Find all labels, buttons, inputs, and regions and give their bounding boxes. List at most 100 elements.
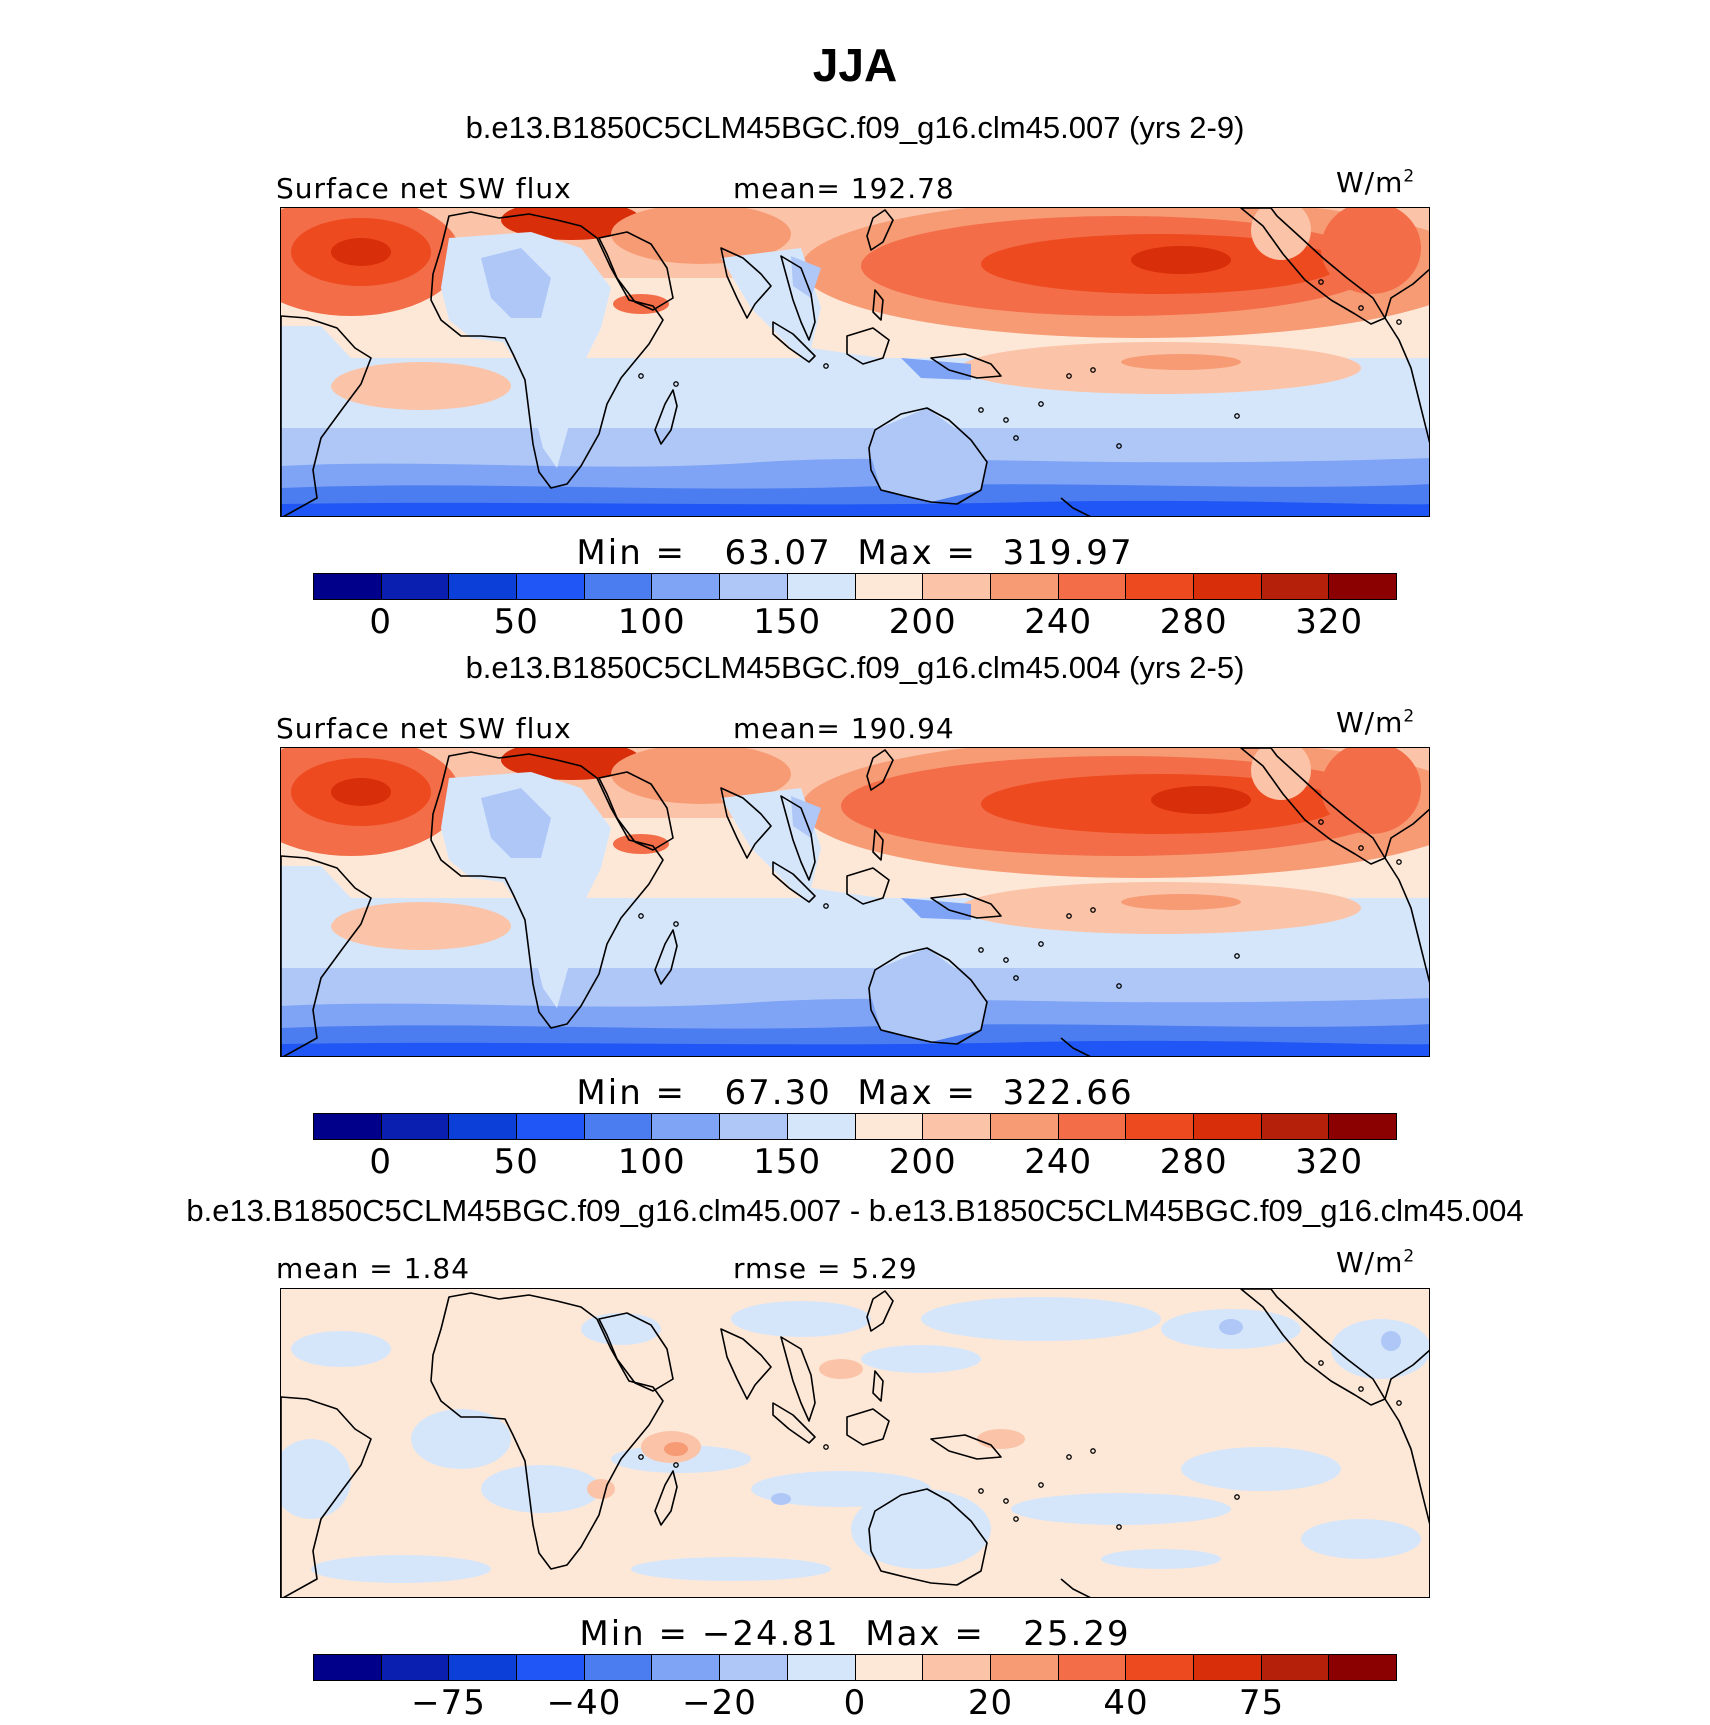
colorbar-swatch — [990, 1114, 1059, 1139]
field-contour — [819, 1359, 863, 1379]
field-label-top: Surface net SW flux — [276, 172, 572, 205]
field-contour — [1121, 894, 1241, 910]
colorbar-swatch — [517, 1655, 585, 1680]
field-contour — [1321, 748, 1421, 834]
field-contour — [281, 500, 1429, 516]
colorbar-swatch — [1193, 1655, 1262, 1680]
colorbar-swatch — [1058, 1655, 1127, 1680]
field-contour — [721, 788, 981, 928]
colorbar-tick-label: −75 — [411, 1683, 486, 1723]
coastline — [930, 893, 1002, 919]
field-label-middle: Surface net SW flux — [276, 712, 572, 745]
colorbar-swatch — [855, 574, 924, 599]
colorbar-tick-label: 0 — [369, 1142, 393, 1182]
colorbar-swatch — [720, 574, 788, 599]
colorbar-swatch — [1058, 1114, 1127, 1139]
colorbar-swatch — [449, 1114, 518, 1139]
coastline — [1060, 1578, 1091, 1597]
island-outline — [823, 363, 829, 369]
island-outline — [1038, 401, 1044, 407]
island-outline — [1116, 983, 1122, 989]
coastlines — [281, 748, 1429, 1056]
coastline — [654, 1470, 678, 1526]
coastline — [930, 353, 1002, 379]
island-outline — [1090, 367, 1096, 373]
colorbar-swatch — [1329, 574, 1396, 599]
coastline — [598, 771, 674, 851]
field-contour — [1331, 1319, 1429, 1379]
coastline — [281, 1396, 372, 1597]
field-contour — [481, 788, 551, 858]
map-panel-bottom — [280, 1288, 1430, 1598]
colorbar-swatch — [990, 1655, 1059, 1680]
coastline — [866, 749, 894, 791]
field-contour — [664, 1442, 688, 1456]
coastline — [868, 1488, 988, 1586]
field-contour — [901, 358, 971, 380]
units-label-bottom: W/m2 — [1336, 1246, 1416, 1279]
island-outline — [823, 1444, 829, 1450]
coastline — [1384, 808, 1429, 984]
colorbar-bottom — [313, 1654, 1397, 1681]
field-contour — [587, 1479, 615, 1499]
island-outline — [1358, 1386, 1364, 1392]
coastline — [846, 327, 890, 365]
island-outline — [1003, 957, 1009, 963]
colorbar-swatch — [314, 574, 382, 599]
coastline — [1384, 1349, 1429, 1525]
island-outline — [638, 913, 644, 919]
field-contour — [611, 208, 791, 264]
coastline — [281, 315, 372, 516]
coastline — [780, 255, 816, 341]
colorbar-swatch — [923, 574, 991, 599]
field-contour — [1381, 1331, 1401, 1351]
colorbar-swatch — [720, 1114, 788, 1139]
coastline — [430, 1292, 664, 1570]
colorbar-swatch — [787, 1114, 856, 1139]
coastline — [720, 787, 772, 859]
island-outline — [823, 903, 829, 909]
coastline — [430, 751, 664, 1029]
coastlines — [281, 208, 1429, 516]
island-outline — [1066, 373, 1072, 379]
island-outline — [1116, 1524, 1122, 1530]
colorbar-swatch — [1329, 1114, 1396, 1139]
colorbar-swatch — [381, 1114, 450, 1139]
coastline — [930, 1434, 1002, 1460]
rmse-label-bottom: rmse = 5.29 — [733, 1252, 918, 1285]
colorbar-swatch — [787, 574, 856, 599]
map-field-middle — [281, 748, 1429, 1056]
field-contour — [1219, 1319, 1243, 1335]
island-outline — [1090, 1448, 1096, 1454]
colorbar-tick-label: 50 — [493, 602, 539, 642]
coastline — [1240, 1289, 1386, 1406]
coastline — [598, 1312, 674, 1392]
field-contour — [871, 948, 987, 1042]
colorbar-swatch — [1329, 1655, 1396, 1680]
coastline — [1060, 497, 1091, 516]
map-field-top — [281, 208, 1429, 516]
colorbar-swatch — [652, 1114, 721, 1139]
island-outline — [1066, 1454, 1072, 1460]
field-contour — [581, 1313, 661, 1345]
coastline — [281, 855, 372, 1056]
colorbar-swatch — [923, 1655, 991, 1680]
coastline — [772, 321, 816, 363]
figure-title: JJA — [812, 39, 898, 91]
field-contour — [1301, 1519, 1421, 1559]
island-outline — [1318, 819, 1324, 825]
field-contour — [721, 248, 981, 388]
field-contour — [631, 1557, 831, 1581]
colorbar-tick-label: 240 — [1024, 602, 1093, 642]
island-outline — [1038, 941, 1044, 947]
coastlines — [281, 1289, 1429, 1597]
field-contour — [977, 1429, 1025, 1449]
coastline — [866, 209, 894, 251]
field-contour — [1181, 1447, 1341, 1491]
colorbar-swatch — [584, 1114, 653, 1139]
field-contour — [871, 408, 987, 502]
colorbar-swatch — [584, 574, 653, 599]
field-contour — [331, 902, 511, 950]
field-contour — [1321, 208, 1421, 294]
colorbar-tick-label: 0 — [369, 602, 393, 642]
